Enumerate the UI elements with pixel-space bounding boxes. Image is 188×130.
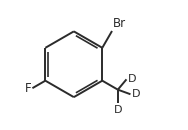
Text: Br: Br — [113, 17, 126, 30]
Text: D: D — [128, 74, 136, 84]
Text: F: F — [25, 82, 31, 95]
Text: D: D — [114, 105, 122, 115]
Text: D: D — [132, 89, 140, 99]
